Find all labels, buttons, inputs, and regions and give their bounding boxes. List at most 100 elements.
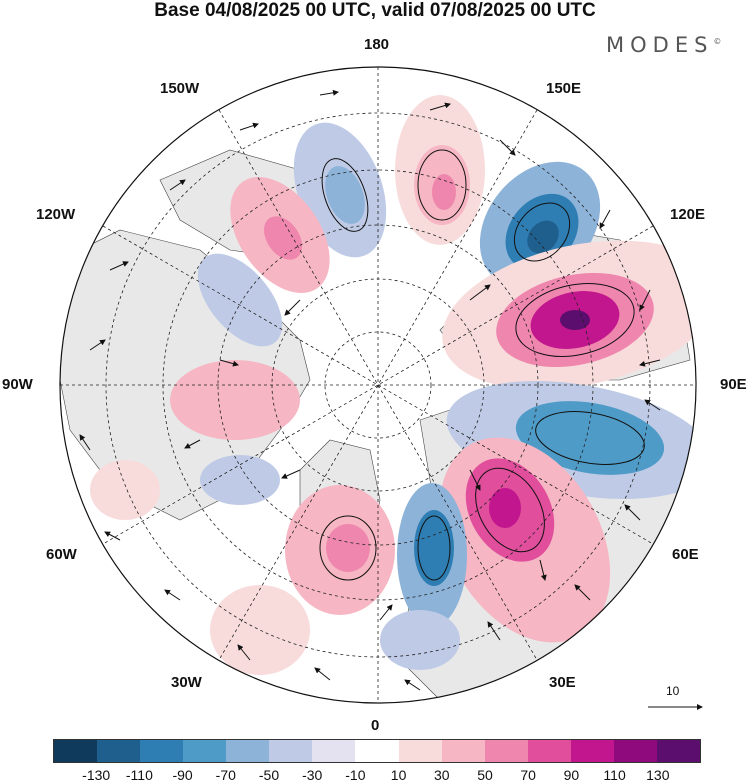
anomaly-west-atlantic-pos: [90, 460, 160, 520]
graticule: [60, 67, 696, 703]
colorbar-swatch: [226, 740, 270, 762]
colorbar-tick-label: 90: [563, 767, 580, 783]
colorbar-tick-label: -70: [215, 767, 236, 783]
wind-vector: [239, 122, 259, 131]
colorbar-tick-label: -110: [125, 767, 153, 783]
wind-vector: [164, 589, 181, 601]
wind-vector: [624, 504, 641, 521]
colorbar-swatch: [269, 740, 313, 762]
label-90w: 90W: [2, 376, 33, 393]
label-150e: 150E: [546, 80, 582, 97]
colorbar-swatch: [656, 740, 700, 762]
brand-text: MODES: [606, 33, 714, 57]
anomaly-kamchatka-neg-center: [527, 220, 559, 254]
colorbar-tick-label: 50: [477, 767, 493, 783]
label-120w: 120W: [36, 206, 76, 223]
reference-vector-label: 10: [666, 684, 680, 698]
wind-vector: [79, 434, 91, 451]
colorbar-tick-label: 110: [603, 767, 626, 783]
contour-north-pacific: [321, 158, 369, 232]
contour-scandinavia: [417, 515, 451, 581]
latitude-circle: [217, 224, 539, 546]
wind-vector: [599, 209, 611, 229]
wind-vector: [219, 359, 239, 367]
label-30e: 30E: [549, 674, 576, 691]
colorbar-tick-label: -130: [82, 767, 111, 783]
latitude-circle: [162, 169, 594, 601]
label-180: 180: [364, 36, 390, 53]
anomaly-north-atlantic-pos: [210, 585, 310, 675]
colorbar-swatch: [570, 740, 614, 762]
colorbar-swatch: [441, 740, 485, 762]
wind-vector: [469, 469, 481, 491]
anomaly-gulf-alaska-pos-core: [263, 216, 303, 260]
label-60e: 60E: [672, 546, 699, 563]
map-outline: [59, 66, 697, 704]
anomaly-canada-pos: [170, 360, 300, 440]
anomaly-europe-pos-center: [489, 488, 521, 528]
wind-vector: [404, 679, 421, 691]
wind-vector: [281, 469, 301, 479]
wind-vectors: [79, 89, 661, 691]
colorbar-swatch: [355, 740, 399, 762]
wind-vector: [284, 299, 301, 316]
contour-europe: [475, 467, 545, 553]
wind-vector: [574, 584, 591, 601]
wind-vector: [314, 667, 331, 681]
wind-vector: [429, 102, 451, 111]
wind-vector: [639, 359, 661, 367]
wind-vector: [184, 439, 201, 449]
modes-logo: MODES©: [606, 33, 721, 57]
copyright-mark: ©: [713, 37, 722, 46]
colorbar-tick-label: -90: [172, 767, 193, 783]
wind-vector: [319, 89, 339, 96]
wind-vector: [639, 289, 651, 311]
anomaly-scandinavia-neg-core: [414, 510, 454, 586]
contour-atlantic: [319, 515, 377, 581]
contour-layer: [319, 149, 645, 581]
label-90e: 90E: [720, 376, 747, 393]
wind-vector: [469, 284, 491, 301]
wind-vector: [104, 531, 121, 541]
anomaly-barents-neg: [380, 610, 460, 670]
wind-vector: [644, 399, 661, 411]
colorbar-swatch: [54, 740, 98, 762]
label-30w: 30W: [171, 674, 202, 691]
colorbar-tick-label: -10: [345, 767, 366, 783]
contour-kamchatka: [513, 202, 571, 262]
anomaly-labrador-neg: [200, 455, 280, 505]
colorbar-swatch: [613, 740, 657, 762]
meridian: [218, 109, 538, 661]
colorbar-tick-label: -30: [302, 767, 323, 783]
wind-vector: [237, 644, 251, 661]
anomaly-siberia-pos-center: [560, 310, 590, 330]
latitude-circle: [324, 331, 432, 439]
colorbar-swatch: [398, 740, 442, 762]
anomaly-hudson-neg: [197, 253, 283, 347]
wind-vector: [89, 339, 106, 351]
label-0: 0: [371, 717, 380, 734]
colorbar-tick-label: -50: [258, 767, 280, 783]
wind-vector: [109, 261, 129, 271]
colorbar-tick-label: 70: [520, 767, 536, 783]
label-120e: 120E: [670, 206, 706, 223]
meridian: [102, 225, 654, 545]
anomaly-central-asia-neg-core: [515, 401, 665, 475]
colorbar-swatch: [97, 740, 141, 762]
wind-vector: [169, 179, 186, 191]
colorbar-tick-label: 130: [646, 767, 670, 783]
meridian: [218, 109, 538, 661]
anomaly-atlantic-pos-core: [326, 524, 370, 572]
colorbar-swatch: [484, 740, 528, 762]
contour-siberia: [515, 283, 635, 357]
anomaly-layer: [90, 95, 696, 675]
wind-vector: [379, 604, 393, 621]
wind-vector: [539, 559, 547, 581]
colorbar-swatch: [527, 740, 571, 762]
anomaly-bering-pos-center: [432, 174, 456, 210]
colorbar-tick-label: 10: [390, 767, 407, 783]
label-60w: 60W: [46, 546, 77, 563]
colorbar: [53, 739, 701, 763]
colorbar-swatch: [140, 740, 184, 762]
